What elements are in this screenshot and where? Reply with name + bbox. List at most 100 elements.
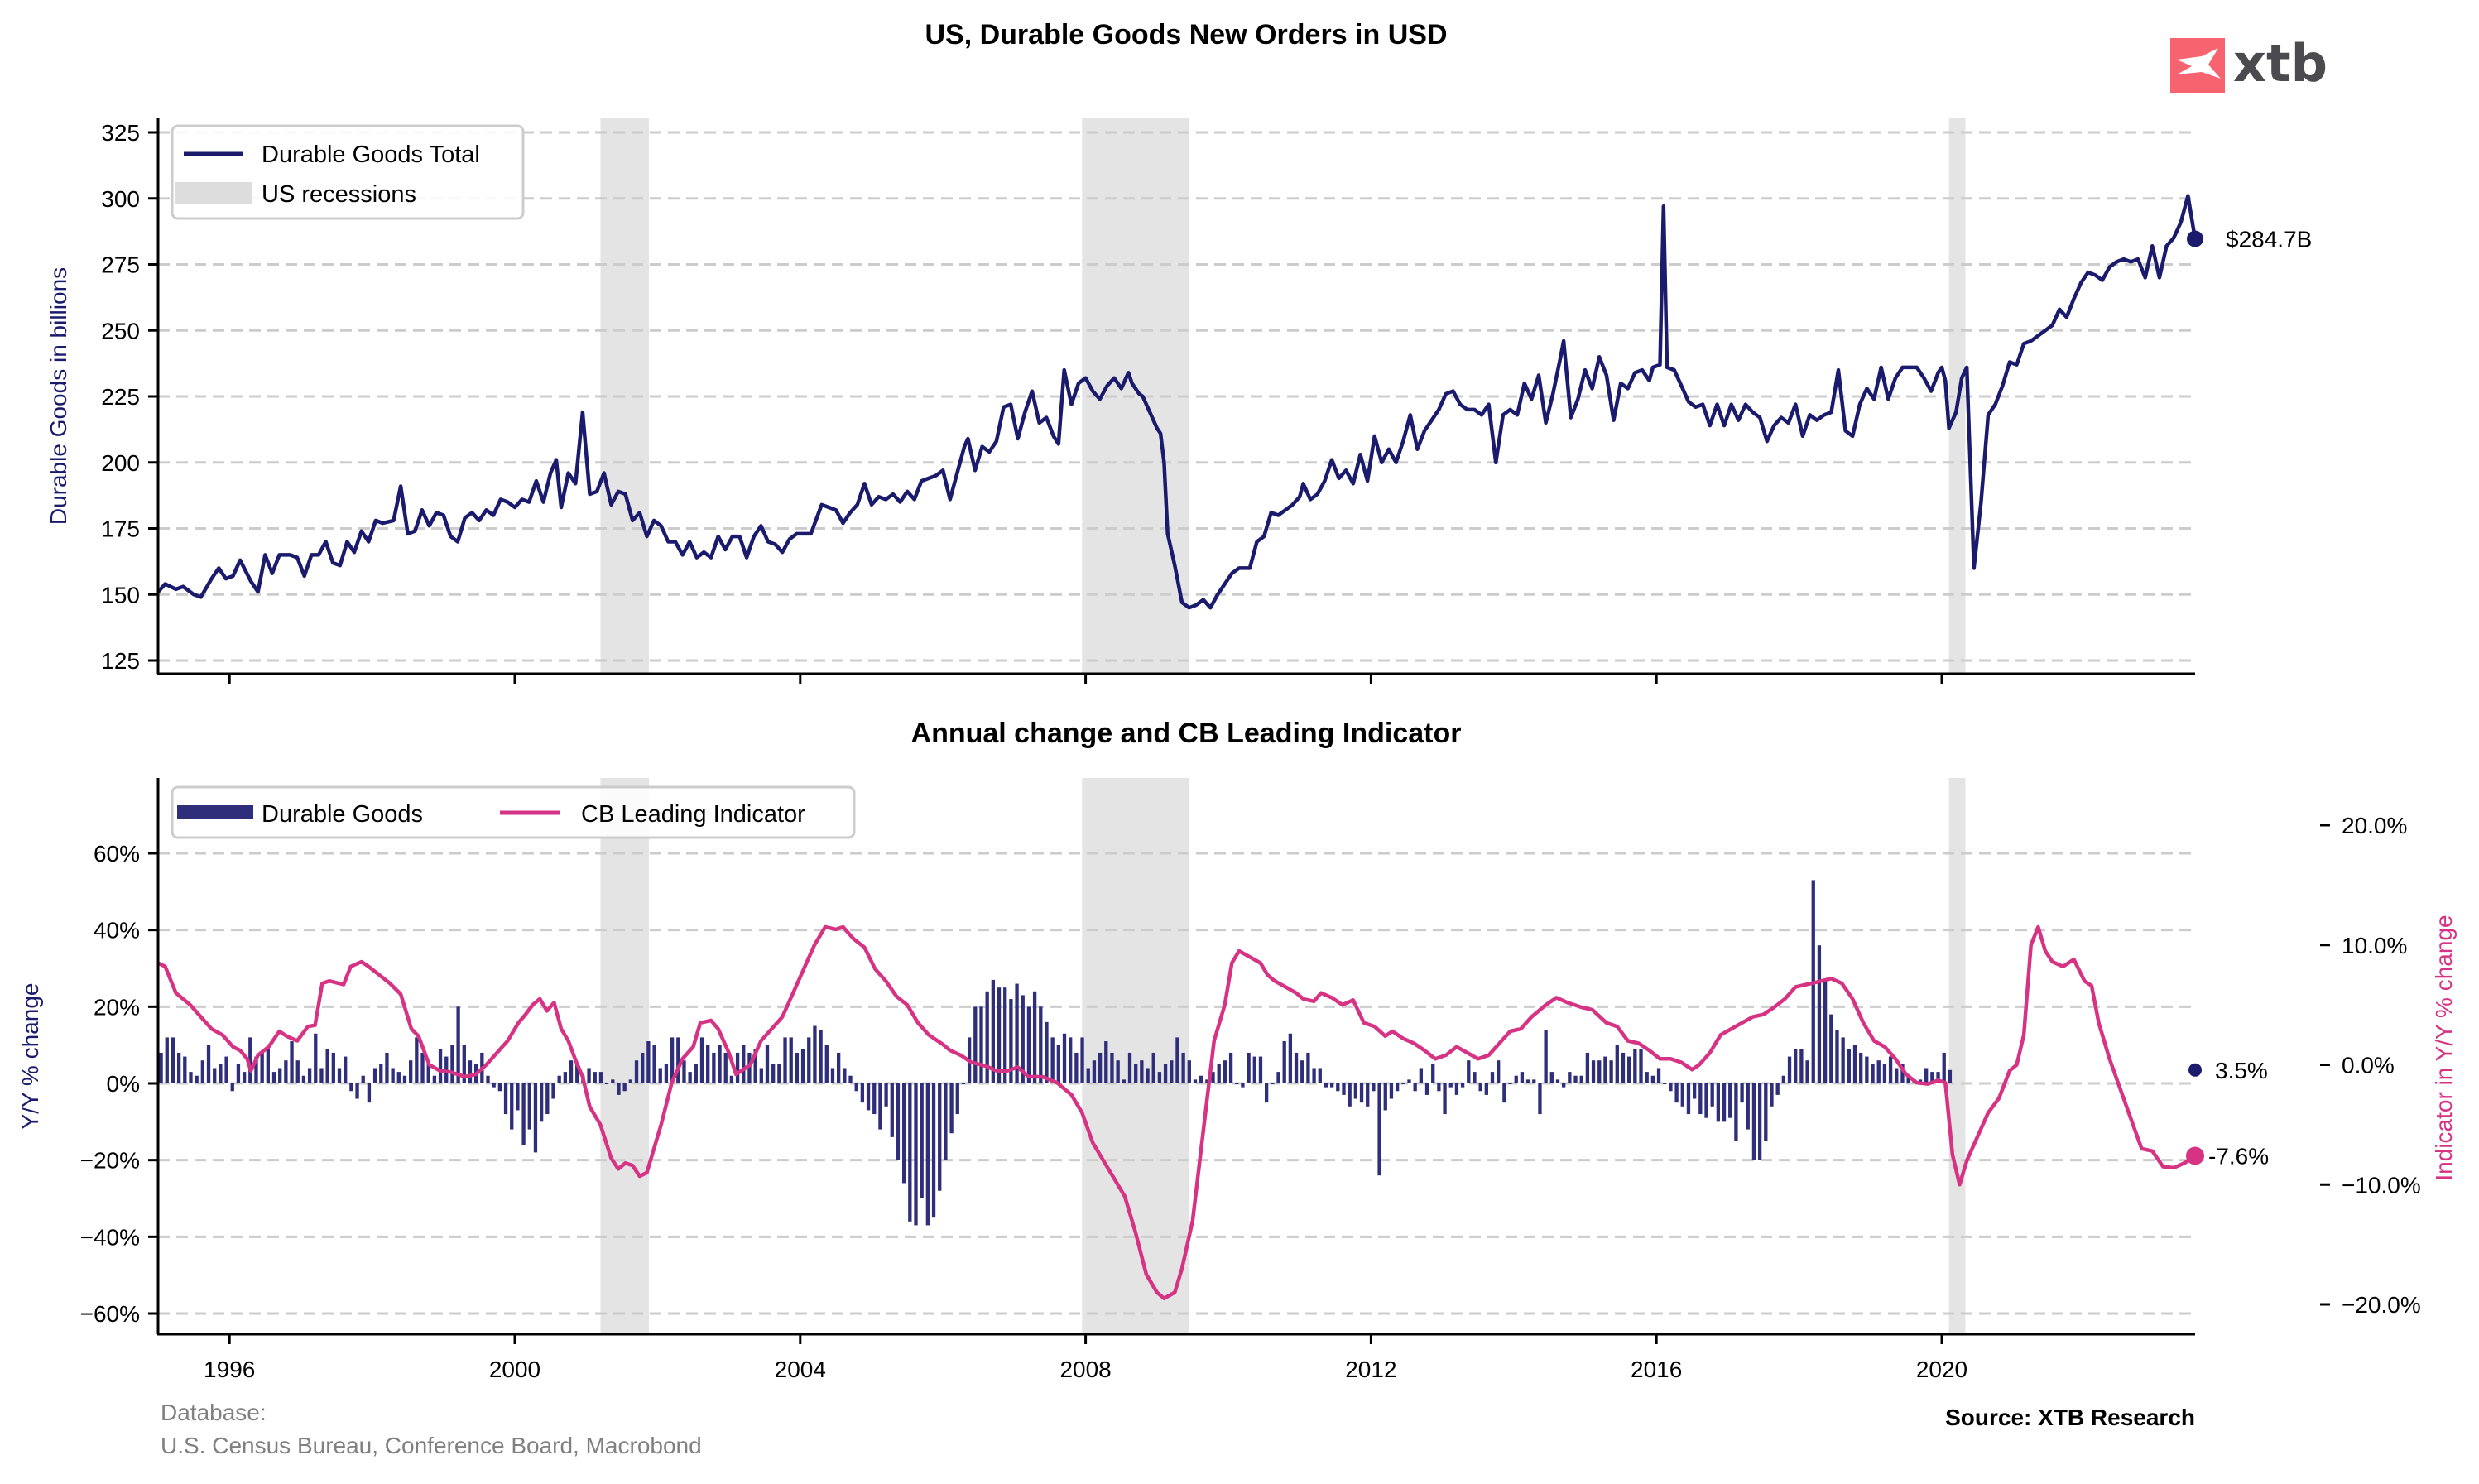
durable-goods-last-point [2188, 1063, 2202, 1077]
durable-goods-bar [742, 1045, 746, 1083]
durable-goods-bar [1484, 1083, 1488, 1095]
top-y-tick-label: 300 [101, 186, 140, 212]
durable-goods-bar [646, 1041, 651, 1083]
durable-goods-bar [723, 1052, 728, 1083]
durable-goods-bar [319, 1068, 324, 1083]
durable-goods-bar [735, 1052, 740, 1083]
durable-goods-bar [1247, 1052, 1251, 1083]
legend-durable-goods-label: Durable Goods [262, 801, 423, 828]
durable-goods-bar [1424, 1083, 1429, 1095]
durable-goods-bar [890, 1083, 894, 1137]
durable-goods-bar [1235, 1083, 1239, 1084]
top-y-tick-label: 150 [101, 582, 140, 608]
durable-goods-bar [539, 1083, 544, 1122]
durable-goods-bar [896, 1083, 901, 1160]
durable-goods-bar [1045, 1021, 1049, 1083]
durable-goods-bar [450, 1045, 454, 1083]
durable-goods-bar [789, 1037, 793, 1083]
durable-goods-bar [426, 1064, 430, 1083]
durable-goods-bar [379, 1064, 383, 1083]
durable-goods-last-label: 3.5% [2215, 1058, 2268, 1083]
durable-goods-bar [486, 1075, 490, 1083]
durable-goods-bar [1282, 1041, 1286, 1083]
top-y-tick-label: 200 [101, 450, 140, 476]
bottom-chart: 3.5% -7.6% −60% −40% −20% 0% 20% 40% 60% 1996 20… [17, 778, 2457, 1382]
durable-goods-bar [1193, 1079, 1198, 1083]
durable-goods-bar [1478, 1083, 1482, 1092]
durable-goods-bar [848, 1075, 853, 1083]
durable-goods-bar [866, 1083, 871, 1111]
durable-goods-bar [1092, 1060, 1097, 1083]
durable-goods-bar [1852, 1045, 1857, 1083]
durable-goods-bar [1437, 1083, 1441, 1092]
durable-goods-bar [1710, 1083, 1714, 1107]
durable-goods-bar [1882, 1064, 1887, 1083]
durable-goods-bar [1579, 1075, 1583, 1083]
durable-goods-bar [1454, 1083, 1459, 1095]
footer-database-sources: U.S. Census Bureau, Conference Board, Ma… [161, 1433, 702, 1458]
durable-goods-bar [1032, 991, 1037, 1083]
durable-goods-bar [765, 1045, 770, 1083]
durable-goods-bar [1597, 1060, 1602, 1083]
durable-goods-bar [1876, 1060, 1881, 1083]
bottom-y-tick-label: 0% [107, 1071, 140, 1097]
durable-goods-bar [195, 1075, 199, 1083]
durable-goods-bar [920, 1083, 924, 1198]
durable-goods-bar [1502, 1083, 1506, 1103]
durable-goods-bar [914, 1083, 918, 1226]
durable-goods-bar [402, 1075, 407, 1083]
durable-goods-bar [1116, 1060, 1120, 1083]
durable-goods-bar [569, 1060, 574, 1083]
durable-goods-bar [807, 1037, 811, 1083]
durable-goods-bar [1003, 987, 1007, 1083]
durable-goods-bar [1936, 1072, 1940, 1083]
durable-goods-bar [1627, 1056, 1631, 1083]
durable-goods-bar [492, 1083, 496, 1088]
durable-goods-bar [908, 1083, 912, 1222]
durable-goods-bar [1549, 1072, 1554, 1083]
durable-goods-bar [1942, 1052, 1946, 1083]
durable-goods-bar [1359, 1083, 1364, 1103]
durable-goods-bar [200, 1060, 205, 1083]
durable-goods-bar [254, 1056, 258, 1083]
durable-goods-bar [176, 1052, 181, 1083]
durable-goods-bar [355, 1083, 359, 1099]
xtb-logo: xtb [2170, 33, 2328, 94]
bottom-y2-tick-label: 20.0% [2342, 813, 2407, 838]
top-axes: 125 150 175 200 225 250 275 300 325 [101, 118, 2195, 684]
durable-goods-bar [670, 1037, 675, 1083]
durable-goods-bar [611, 1079, 615, 1083]
durable-goods-bar [1532, 1079, 1536, 1083]
durable-goods-bar [1573, 1075, 1578, 1083]
legend-durable-goods-total-label: Durable Goods Total [262, 142, 480, 168]
legend-us-recessions-label: US recessions [262, 181, 416, 208]
durable-goods-bar [777, 1064, 781, 1083]
durable-goods-bar [1056, 1045, 1060, 1083]
durable-goods-bar [1888, 1056, 1893, 1083]
footer-database-label: Database: [161, 1400, 267, 1425]
durable-goods-bar [1473, 1072, 1477, 1083]
durable-goods-bar [1098, 1052, 1103, 1083]
legend-us-recessions-swatch [175, 182, 252, 204]
x-tick-label: 2020 [1916, 1357, 1967, 1382]
durable-goods-bar [1264, 1083, 1269, 1103]
durable-goods-bar [1746, 1083, 1750, 1130]
durable-goods-bar [557, 1075, 561, 1083]
durable-goods-bar [878, 1083, 882, 1130]
durable-goods-bar [824, 1045, 829, 1083]
bottom-y2-tick-label: −10.0% [2342, 1172, 2421, 1198]
durable-goods-bar [456, 1006, 460, 1083]
durable-goods-bar [598, 1072, 603, 1083]
durable-goods-bar [575, 1064, 579, 1083]
durable-goods-bar [1306, 1052, 1310, 1083]
durable-goods-bar [1805, 1060, 1809, 1083]
durable-goods-bar [503, 1083, 508, 1115]
bottom-chart-title: Annual change and CB Leading Indicator [911, 718, 1462, 749]
durable-goods-bar [712, 1052, 716, 1083]
durable-goods-bar [242, 1072, 247, 1083]
durable-goods-bar [1353, 1083, 1358, 1099]
durable-goods-bar [1538, 1083, 1542, 1115]
durable-goods-bar [706, 1045, 710, 1083]
durable-goods-bar [641, 1052, 645, 1083]
durable-goods-bar [843, 1068, 847, 1083]
